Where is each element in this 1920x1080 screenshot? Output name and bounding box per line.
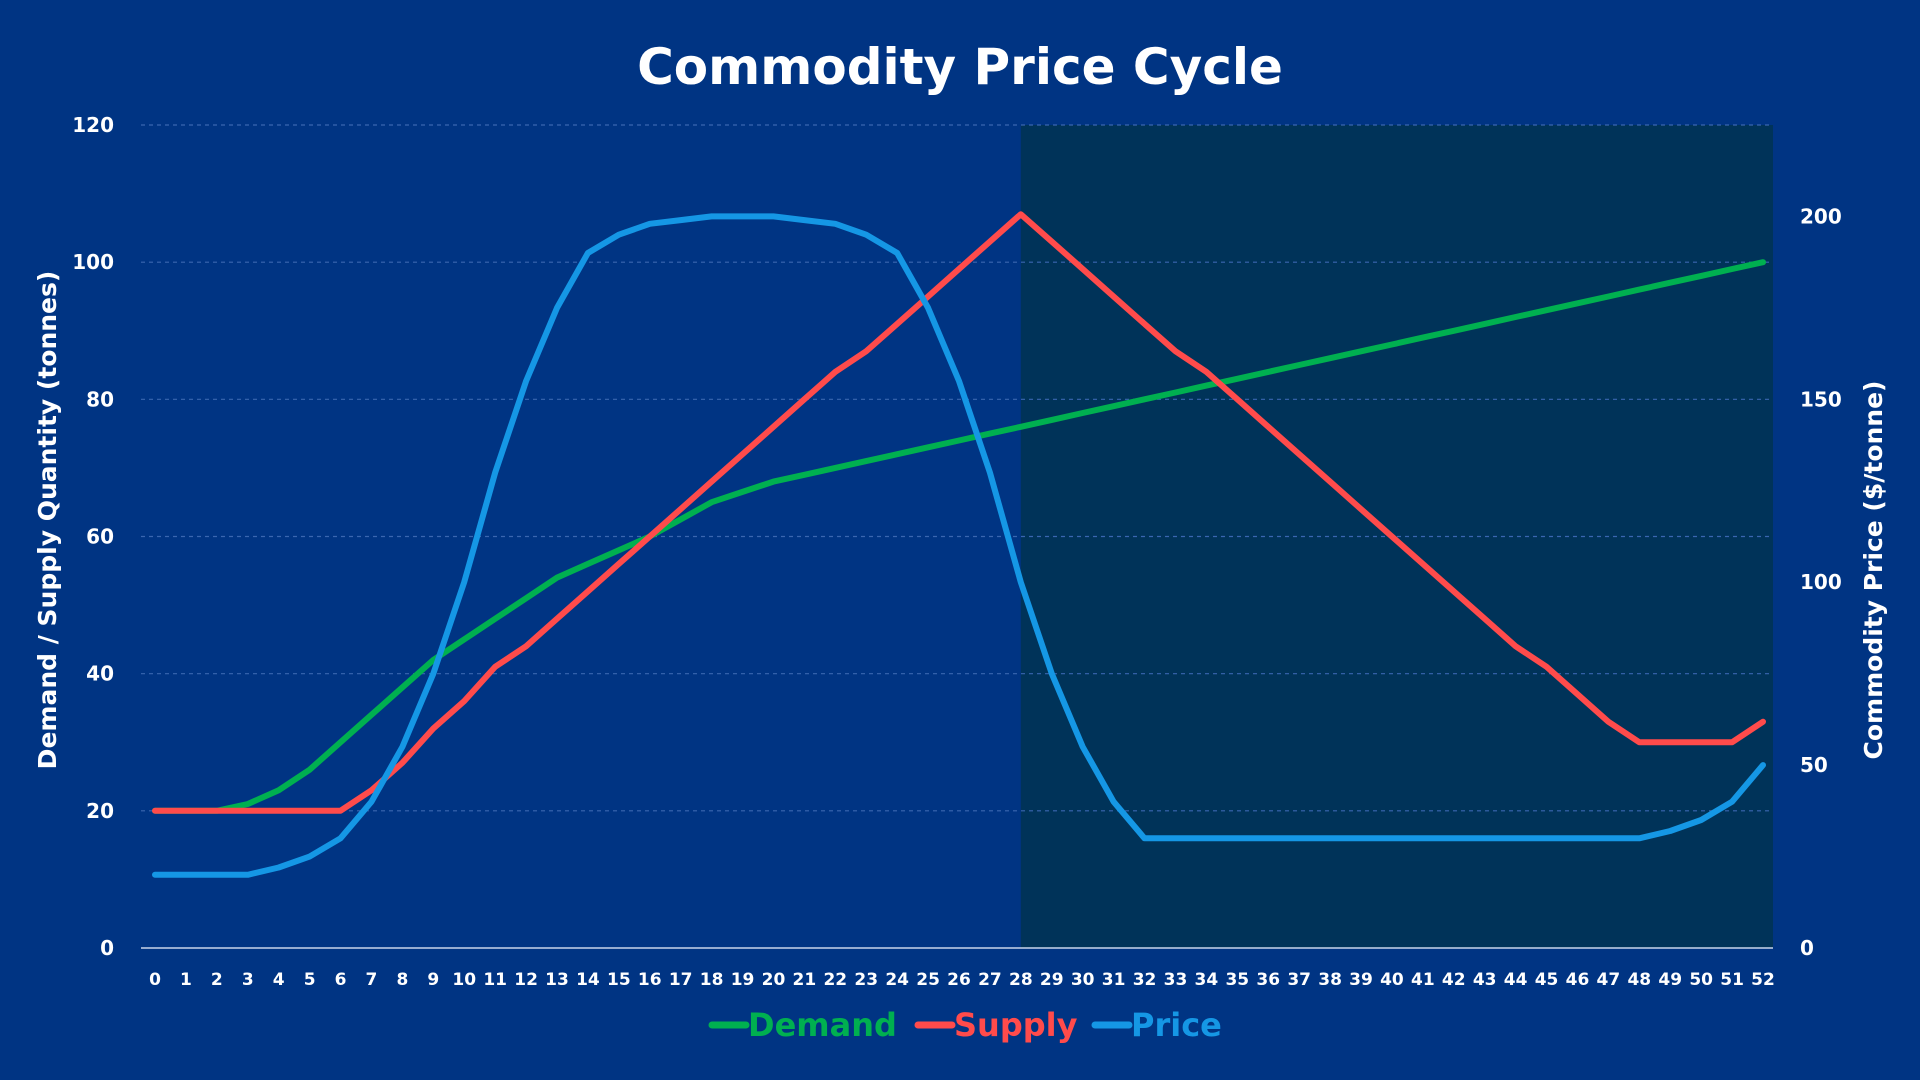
- x-tick-label: 39: [1349, 970, 1373, 990]
- series-lines: [152, 211, 1766, 878]
- y-axis-title: Demand / Supply Quantity (tonnes): [33, 271, 62, 770]
- x-tick-label: 24: [885, 970, 909, 990]
- legend-label-supply: Supply: [954, 1006, 1078, 1044]
- x-tick-label: 32: [1133, 970, 1157, 990]
- x-tick-label: 25: [916, 970, 940, 990]
- y2-axis-title: Commodity Price ($/tonne): [1859, 381, 1888, 760]
- x-tick-label: 27: [978, 970, 1002, 990]
- x-tick-label: 6: [335, 970, 347, 990]
- x-tick-label: 35: [1225, 970, 1249, 990]
- x-tick-label: 3: [242, 970, 254, 990]
- chart-title: Commodity Price Cycle: [637, 38, 1283, 96]
- y2-tick-label: 150: [1800, 387, 1842, 411]
- legend: Demand Supply Price: [708, 1006, 1222, 1044]
- x-tick-label: 47: [1597, 970, 1621, 990]
- y-tick-label: 120: [72, 113, 114, 137]
- x-tick-label: 34: [1195, 970, 1219, 990]
- x-tick-label: 21: [793, 970, 817, 990]
- legend-label-price: Price: [1131, 1006, 1222, 1044]
- series-line-demand: [152, 259, 1766, 814]
- y-tick-label: 80: [86, 387, 114, 411]
- x-tick-label: 36: [1256, 970, 1280, 990]
- x-tick-label: 41: [1411, 970, 1435, 990]
- x-tick-label: 38: [1318, 970, 1342, 990]
- x-tick-label: 51: [1720, 970, 1744, 990]
- x-tick-label: 46: [1566, 970, 1590, 990]
- x-tick-label: 13: [545, 970, 569, 990]
- x-tick-label: 23: [854, 970, 878, 990]
- x-tick-label: 8: [396, 970, 408, 990]
- x-tick-label: 9: [427, 970, 439, 990]
- x-tick-label: 28: [1009, 970, 1033, 990]
- y2-tick-label: 0: [1800, 936, 1814, 960]
- x-tick-label: 19: [731, 970, 755, 990]
- x-tick-label: 30: [1071, 970, 1095, 990]
- x-tick-label: 44: [1504, 970, 1528, 990]
- x-tick-label: 42: [1442, 970, 1466, 990]
- x-tick-label: 12: [514, 970, 538, 990]
- x-tick-label: 7: [366, 970, 378, 990]
- x-tick-label: 31: [1102, 970, 1126, 990]
- x-tick-label: 17: [669, 970, 693, 990]
- x-tick-label: 43: [1473, 970, 1497, 990]
- x-tick-label: 1: [180, 970, 192, 990]
- x-tick-label: 16: [638, 970, 662, 990]
- x-tick-label: 18: [700, 970, 724, 990]
- y2-tick-label: 50: [1800, 753, 1828, 777]
- x-tick-label: 26: [947, 970, 971, 990]
- x-tick-label: 4: [273, 970, 285, 990]
- x-tick-label: 5: [304, 970, 316, 990]
- x-tick-label: 29: [1040, 970, 1064, 990]
- x-tick-label: 33: [1164, 970, 1188, 990]
- x-tick-label: 10: [452, 970, 476, 990]
- y2-tick-label: 200: [1800, 204, 1842, 228]
- gridlines: [141, 124, 1773, 812]
- legend-label-demand: Demand: [748, 1006, 897, 1044]
- x-tick-label: 20: [762, 970, 786, 990]
- x-tick-label: 50: [1689, 970, 1713, 990]
- x-tick-label: 49: [1658, 970, 1682, 990]
- y-tick-label: 20: [86, 799, 114, 823]
- x-tick-label: 14: [576, 970, 600, 990]
- series-line-price: [152, 213, 1766, 878]
- y-tick-label: 0: [100, 936, 114, 960]
- y-tick-label: 40: [86, 662, 114, 686]
- x-tick-label: 11: [483, 970, 507, 990]
- series-line-supply: [152, 211, 1766, 814]
- x-tick-label: 15: [607, 970, 631, 990]
- y-tick-label: 100: [72, 250, 114, 274]
- x-tick-label: 45: [1535, 970, 1559, 990]
- x-tick-label: 52: [1751, 970, 1775, 990]
- y-tick-label: 60: [86, 525, 114, 549]
- y2-tick-label: 100: [1800, 570, 1842, 594]
- x-tick-label: 2: [211, 970, 223, 990]
- x-tick-label: 37: [1287, 970, 1311, 990]
- x-tick-label: 22: [823, 970, 847, 990]
- x-tick-label: 40: [1380, 970, 1404, 990]
- x-tick-label: 48: [1627, 970, 1651, 990]
- x-tick-label: 0: [149, 970, 161, 990]
